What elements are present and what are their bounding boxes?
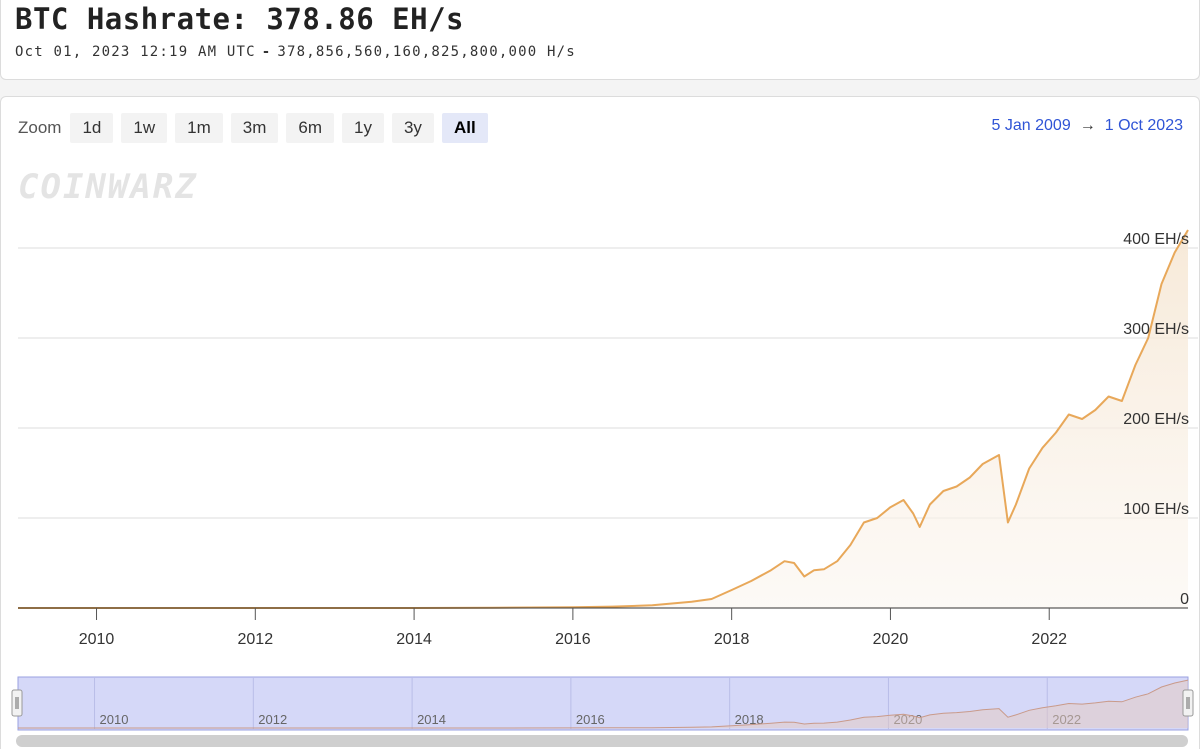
navigator-left-handle[interactable] [11, 689, 23, 717]
zoom-6m-button[interactable]: 6m [286, 113, 334, 143]
zoom-bar: Zoom 1d 1w 1m 3m 6m 1y 3y All [18, 113, 496, 143]
y-tick-label: 100 EH/s [1123, 501, 1189, 518]
navigator-tick-label: 2016 [576, 712, 605, 727]
timestamp-line: Oct 01, 2023 12:19 AM UTC -378,856,560,16… [15, 44, 576, 60]
timestamp: Oct 01, 2023 12:19 AM UTC [15, 44, 256, 60]
x-tick-label: 2014 [396, 631, 432, 648]
zoom-1y-button[interactable]: 1y [342, 113, 384, 143]
zoom-1w-button[interactable]: 1w [121, 113, 168, 143]
header-card: BTC Hashrate: 378.86 EH/s Oct 01, 2023 1… [0, 0, 1200, 80]
y-tick-label: 400 EH/s [1123, 231, 1189, 248]
x-axis: 2010 2012 2014 2016 2018 2020 2022 [18, 607, 1188, 648]
x-tick-label: 2020 [873, 631, 909, 648]
navigator-tick-label: 2014 [417, 712, 446, 727]
zoom-label: Zoom [18, 118, 62, 137]
page-title: BTC Hashrate: 378.86 EH/s [15, 2, 464, 36]
navigator-tick-label: 2012 [258, 712, 287, 727]
date-range-display: 5 Jan 2009 → 1 Oct 2023 [992, 117, 1183, 135]
navigator-tick-label: 2010 [100, 712, 129, 727]
range-from[interactable]: 5 Jan 2009 [991, 117, 1071, 134]
range-arrow-icon: → [1079, 117, 1096, 134]
separator: - [261, 44, 272, 60]
coinwarz-watermark: COINWARZ [18, 167, 198, 207]
chart-card: Zoom 1d 1w 1m 3m 6m 1y 3y All 5 Jan 2009… [0, 96, 1200, 749]
zoom-3y-button[interactable]: 3y [391, 113, 434, 143]
hashrate-area [18, 230, 1188, 608]
chart-gridlines [18, 247, 1198, 519]
x-tick-label: 2012 [238, 631, 274, 648]
scrollbar[interactable] [16, 735, 1188, 747]
zoom-1m-button[interactable]: 1m [175, 113, 223, 143]
x-tick-label: 2018 [714, 631, 750, 648]
navigator-right-handle[interactable] [1182, 689, 1194, 717]
navigator-tick-label: 2018 [735, 712, 764, 727]
x-tick-label: 2010 [79, 631, 115, 648]
zoom-3m-button[interactable]: 3m [230, 113, 279, 143]
navigator-area [18, 680, 1188, 728]
range-to[interactable]: 1 Oct 2023 [1104, 117, 1183, 134]
x-tick-label: 2022 [1031, 631, 1067, 648]
zoom-1d-button[interactable]: 1d [70, 113, 114, 143]
y-axis-labels: 0 100 EH/s 200 EH/s 300 EH/s 400 EH/s [1123, 231, 1189, 608]
plot-area [18, 229, 1189, 609]
y-tick-label: 300 EH/s [1123, 321, 1189, 338]
raw-hashrate-value: 378,856,560,160,825,800,000 H/s [277, 44, 576, 60]
x-tick-label: 2016 [555, 631, 591, 648]
navigator-series-line [18, 679, 1189, 729]
hashrate-line [18, 229, 1189, 609]
zoom-all-button[interactable]: All [441, 113, 488, 143]
y-tick-label: 200 EH/s [1123, 411, 1189, 428]
y-tick-label: 0 [1180, 591, 1189, 608]
